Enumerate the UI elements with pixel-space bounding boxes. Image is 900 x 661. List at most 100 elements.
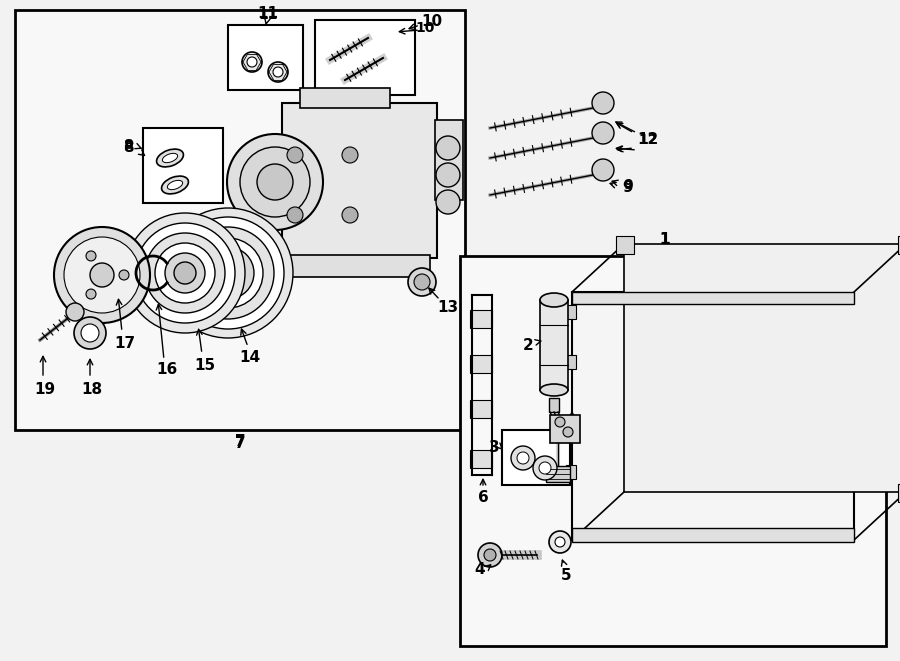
Bar <box>282 103 437 258</box>
Circle shape <box>287 147 303 163</box>
Circle shape <box>342 207 358 223</box>
Circle shape <box>592 159 614 181</box>
Circle shape <box>242 52 262 72</box>
Circle shape <box>517 452 529 464</box>
Circle shape <box>287 207 303 223</box>
Circle shape <box>539 462 551 474</box>
Circle shape <box>81 324 99 342</box>
Bar <box>549 398 559 412</box>
Circle shape <box>592 92 614 114</box>
Text: 2: 2 <box>523 338 534 352</box>
Circle shape <box>436 190 460 214</box>
Text: 4: 4 <box>474 563 485 578</box>
Text: 6: 6 <box>478 490 489 506</box>
Circle shape <box>220 265 236 281</box>
Text: 5: 5 <box>561 568 572 582</box>
Circle shape <box>145 233 225 313</box>
Circle shape <box>64 237 140 313</box>
Bar <box>546 466 570 482</box>
Bar <box>616 236 634 254</box>
Bar <box>315 20 415 95</box>
Circle shape <box>172 217 284 329</box>
Bar <box>624 244 900 492</box>
Text: 15: 15 <box>194 358 216 373</box>
Text: 18: 18 <box>81 383 103 397</box>
Bar <box>470 310 492 328</box>
Ellipse shape <box>157 149 184 167</box>
Text: 9: 9 <box>623 178 633 192</box>
Bar <box>470 450 492 468</box>
Text: 1: 1 <box>660 233 670 247</box>
Circle shape <box>555 537 565 547</box>
Circle shape <box>533 456 557 480</box>
Bar <box>228 25 303 90</box>
Bar <box>898 236 900 254</box>
Ellipse shape <box>167 180 183 190</box>
Circle shape <box>66 303 84 321</box>
Circle shape <box>119 270 129 280</box>
Circle shape <box>268 62 288 82</box>
Bar <box>566 355 576 369</box>
Circle shape <box>163 208 293 338</box>
Text: 11: 11 <box>258 8 278 22</box>
Circle shape <box>155 243 215 303</box>
Bar <box>435 120 463 200</box>
Text: 19: 19 <box>34 383 56 397</box>
Bar <box>566 305 576 319</box>
Bar <box>540 300 568 390</box>
Circle shape <box>247 57 257 67</box>
Circle shape <box>563 427 573 437</box>
Circle shape <box>436 163 460 187</box>
Circle shape <box>212 257 244 289</box>
Circle shape <box>227 134 323 230</box>
Circle shape <box>86 289 96 299</box>
Text: 10: 10 <box>415 21 435 35</box>
Text: 10: 10 <box>421 15 443 30</box>
Circle shape <box>174 262 196 284</box>
Text: 7: 7 <box>235 436 246 451</box>
Text: 9: 9 <box>623 180 634 194</box>
Text: 7: 7 <box>235 434 246 449</box>
Bar <box>470 400 492 418</box>
Circle shape <box>54 227 150 323</box>
Circle shape <box>86 251 96 261</box>
Text: 8: 8 <box>123 138 133 152</box>
Ellipse shape <box>540 384 568 396</box>
Bar <box>572 292 854 540</box>
Text: 14: 14 <box>239 350 261 366</box>
Text: 12: 12 <box>638 133 658 147</box>
Circle shape <box>511 446 535 470</box>
Circle shape <box>414 274 430 290</box>
Circle shape <box>90 263 114 287</box>
Text: 11: 11 <box>257 7 278 22</box>
Bar <box>566 465 576 479</box>
Bar <box>502 430 570 485</box>
Text: 1: 1 <box>660 233 670 247</box>
Ellipse shape <box>540 293 568 307</box>
Bar <box>15 10 465 430</box>
Circle shape <box>125 213 245 333</box>
Text: 17: 17 <box>114 336 136 350</box>
Circle shape <box>257 164 293 200</box>
Bar <box>566 415 576 429</box>
Text: 16: 16 <box>157 362 177 377</box>
Circle shape <box>182 227 274 319</box>
Bar <box>898 484 900 502</box>
Text: 8: 8 <box>122 141 133 155</box>
Circle shape <box>193 238 263 308</box>
Circle shape <box>240 147 310 217</box>
Text: 3: 3 <box>489 440 500 455</box>
Bar <box>572 292 854 304</box>
Circle shape <box>273 67 283 77</box>
Circle shape <box>436 136 460 160</box>
Bar <box>285 255 430 277</box>
Ellipse shape <box>162 153 177 163</box>
Circle shape <box>549 531 571 553</box>
Circle shape <box>342 147 358 163</box>
Bar <box>460 256 886 646</box>
Bar <box>470 355 492 373</box>
Circle shape <box>478 543 502 567</box>
Circle shape <box>408 268 436 296</box>
Bar <box>258 155 288 215</box>
Circle shape <box>592 122 614 144</box>
